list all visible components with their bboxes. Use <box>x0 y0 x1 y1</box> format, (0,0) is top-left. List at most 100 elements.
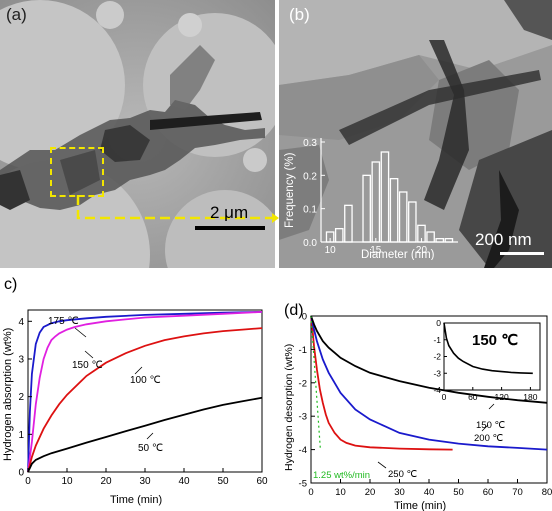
hist-bar <box>426 231 435 243</box>
series-line-250- <box>310 315 453 451</box>
hist-bar <box>389 178 399 243</box>
x-tick-label: 40 <box>424 487 435 498</box>
scale-label-a: 2 μm <box>210 203 249 222</box>
x-tick-label: 40 <box>178 476 190 487</box>
y-tick-label: -5 <box>299 479 307 490</box>
inset-x-tick-label: 0 <box>442 392 447 402</box>
inset-frame-d <box>443 322 541 391</box>
y-tick-label: -1 <box>299 345 307 356</box>
series-annotation: 100 ℃ <box>130 375 161 386</box>
hist-bar <box>398 191 408 243</box>
inset-series-line <box>443 322 533 375</box>
y-tick-label: 2 <box>18 392 24 403</box>
x-tick-label: 0 <box>308 487 313 498</box>
hist-ytick-label: 0.1 <box>303 205 317 216</box>
inset-x-tick-label: 180 <box>523 392 537 402</box>
annotation-pointer <box>481 424 489 432</box>
y-tick-label: 3 <box>18 354 24 365</box>
x-tick-label: 20 <box>365 487 376 498</box>
hist-bar <box>380 151 390 243</box>
y-tick-label: 0 <box>302 312 307 323</box>
annotation-pointer <box>134 366 143 375</box>
x-tick-label: 20 <box>100 476 112 487</box>
y-tick-label: 0 <box>18 468 24 479</box>
hist-xtick-label: 15 <box>370 245 382 256</box>
annotation-pointer <box>74 327 87 338</box>
panel-label-b: (b) <box>289 5 310 24</box>
tem-graphic-b <box>279 0 552 268</box>
c-xlabel: Time (min) <box>110 494 162 506</box>
inset-title-d: 150 ℃ <box>472 332 518 349</box>
series-annotation: 50 ℃ <box>138 443 163 454</box>
inset-y-tick-label: -4 <box>433 385 441 395</box>
hist-bar <box>371 161 381 243</box>
x-tick-label: 30 <box>394 487 405 498</box>
series-line-1-25-wt-min <box>310 315 321 450</box>
zoom-connector <box>76 195 279 223</box>
hist-xtick-label: 10 <box>325 245 337 256</box>
series-annotation: 150 ℃ <box>72 360 103 371</box>
x-tick-label: 70 <box>512 487 523 498</box>
series-annotation: 175 ℃ <box>48 316 79 327</box>
x-tick-label: 60 <box>483 487 494 498</box>
hist-bar <box>344 204 353 243</box>
desorption-chart: (d) 0 10 20 30 40 50 60 70 80 0 -1 -2 -3 -4 -5 Time (m… <box>283 302 552 511</box>
panel-label-c: c) <box>4 276 17 293</box>
hist-bar <box>334 228 344 243</box>
hist-ytick-label: 0.3 <box>303 138 317 149</box>
tem-image-a <box>0 0 275 268</box>
y-tick-label: 1 <box>18 430 24 441</box>
hist-xtick-label: 20 <box>416 245 428 256</box>
d-ylabel: Hydrogen desorption (wt%) <box>283 344 295 471</box>
x-tick-label: 50 <box>217 476 229 487</box>
inset-x-tick-label: 60 <box>468 392 478 402</box>
inset-y-tick-label: -3 <box>433 368 441 378</box>
scale-bar-a <box>195 226 265 230</box>
hist-bar <box>408 201 417 243</box>
series-line-150- <box>27 311 263 473</box>
x-tick-label: 0 <box>25 476 31 487</box>
hist-xlabel: Diameter (nm) <box>361 249 435 260</box>
annotation-pointer <box>488 403 495 410</box>
x-tick-label: 10 <box>335 487 346 498</box>
annotation-pointer <box>146 432 154 440</box>
series-annotation: 1.25 wt%/min <box>313 470 370 481</box>
x-tick-label: 30 <box>139 476 151 487</box>
y-tick-label: -4 <box>299 445 307 456</box>
x-tick-label: 80 <box>542 487 552 498</box>
x-tick-label: 10 <box>61 476 73 487</box>
tem-graphic-a <box>0 0 275 268</box>
panel-label-d: (d) <box>284 302 304 319</box>
scale-label-b: 200 nm <box>475 230 532 249</box>
hist-ytick-label: 0.0 <box>303 238 317 249</box>
panel-label-a: (a) <box>6 5 27 24</box>
series-annotation: 150 ℃ <box>476 420 505 431</box>
y-tick-label: -3 <box>299 412 307 423</box>
inset-x-tick-label: 120 <box>495 392 509 402</box>
annotation-pointer <box>377 461 387 469</box>
series-line-50- <box>27 396 263 473</box>
x-tick-label: 60 <box>256 476 268 487</box>
annotation-pointer <box>84 350 94 359</box>
x-tick-label: 50 <box>453 487 464 498</box>
series-annotation: 200 ℃ <box>474 433 503 444</box>
series-line-150- <box>310 315 548 404</box>
c-ylabel: Hydrogen absorption (wt%) <box>2 328 14 461</box>
inset-y-tick-label: -2 <box>433 352 441 362</box>
inset-y-tick-label: -1 <box>433 335 441 345</box>
inset-y-tick-label: 0 <box>436 318 441 328</box>
series-line-100- <box>27 327 263 473</box>
series-line-175- <box>27 311 263 473</box>
series-line-200- <box>310 315 548 451</box>
scale-bar-b <box>500 252 544 255</box>
hist-ylabel: Frequency (%) <box>284 152 296 228</box>
absorption-chart: c) 0 10 20 30 40 50 60 0 1 2 3 4 Time (min) Hydroge… <box>2 276 268 506</box>
y-tick-label: -2 <box>299 378 307 389</box>
series-annotation: 250 ℃ <box>388 469 417 480</box>
y-tick-label: 4 <box>18 317 24 328</box>
diameter-histogram: 0.0 0.1 0.2 0.3 10 15 20 Diameter (nm) Freque… <box>284 138 458 260</box>
hist-ytick-label: 0.2 <box>303 171 317 182</box>
hist-bar <box>362 174 371 243</box>
d-xlabel: Time (min) <box>394 500 446 511</box>
tem-image-b <box>279 0 552 268</box>
